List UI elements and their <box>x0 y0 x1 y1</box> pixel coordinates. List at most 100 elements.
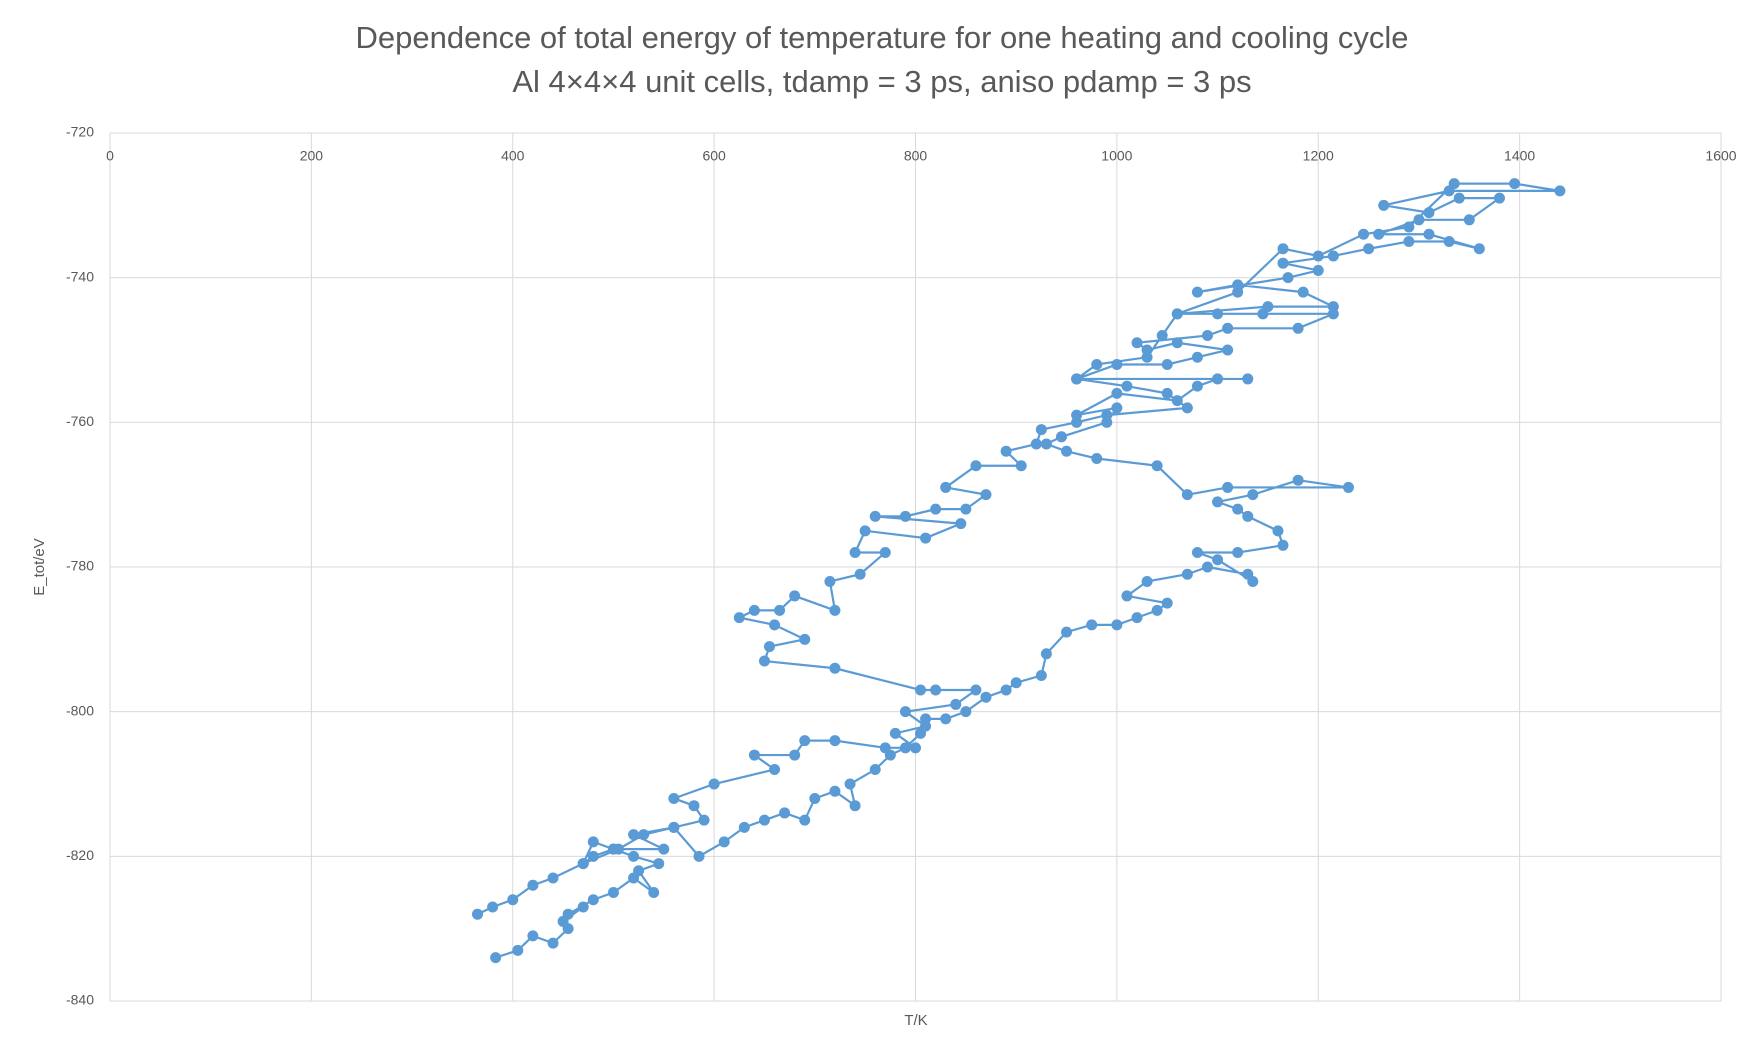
data-point <box>879 547 891 559</box>
data-point <box>1453 192 1465 204</box>
chart-subtitle: Al 4×4×4 unit cells, tdamp = 3 ps, aniso… <box>512 64 1251 99</box>
data-point <box>1121 590 1133 602</box>
data-point <box>869 510 881 522</box>
x-tick-label: 800 <box>904 148 928 164</box>
data-point <box>829 785 841 797</box>
data-point <box>1403 236 1415 247</box>
data-point <box>577 858 589 870</box>
data-point <box>688 800 700 812</box>
x-tick-label: 1000 <box>1101 148 1132 164</box>
data-point <box>1201 561 1213 573</box>
data-point <box>748 749 760 761</box>
data-point <box>607 843 619 855</box>
data-point <box>527 879 539 891</box>
data-point <box>1509 178 1521 190</box>
data-point <box>849 547 861 559</box>
data-point <box>940 481 952 493</box>
data-point <box>920 532 932 544</box>
data-point <box>970 684 982 696</box>
data-point <box>587 894 599 906</box>
data-point <box>980 691 992 703</box>
y-tick-label: -780 <box>66 558 94 574</box>
data-point <box>607 887 619 898</box>
data-point <box>718 836 730 848</box>
data-point <box>1413 214 1425 226</box>
data-point <box>960 503 972 515</box>
data-point <box>769 764 781 776</box>
data-point <box>764 641 776 653</box>
data-point <box>1000 445 1012 457</box>
data-point <box>789 749 801 761</box>
data-point <box>829 604 841 616</box>
data-point <box>1212 554 1224 566</box>
data-point <box>1242 373 1254 385</box>
data-point <box>1091 453 1103 464</box>
data-point <box>472 908 484 920</box>
y-tick-label: -800 <box>66 702 94 718</box>
data-point <box>849 800 861 812</box>
data-point <box>769 619 781 631</box>
data-point <box>1171 308 1183 320</box>
data-point <box>1111 402 1123 414</box>
data-point <box>1171 337 1183 349</box>
data-point <box>1091 358 1103 370</box>
data-point <box>799 814 811 826</box>
data-point <box>507 894 519 906</box>
data-point <box>1277 243 1289 255</box>
data-point <box>854 568 866 580</box>
data-point <box>490 952 502 964</box>
data-point <box>1010 677 1022 689</box>
data-point <box>708 778 720 790</box>
data-point <box>1191 380 1203 392</box>
data-point <box>1403 221 1415 233</box>
data-point <box>809 792 821 804</box>
data-point <box>748 604 760 616</box>
data-point <box>1071 373 1083 385</box>
data-point <box>1373 228 1385 240</box>
data-point <box>1181 568 1193 580</box>
x-tick-label: 1600 <box>1705 148 1736 164</box>
data-point <box>1191 286 1203 298</box>
data-point <box>1035 424 1047 436</box>
data-point <box>527 930 539 942</box>
data-point <box>1040 438 1052 450</box>
data-point <box>1327 250 1339 262</box>
data-point <box>1212 308 1224 320</box>
data-point <box>633 865 645 877</box>
data-point <box>587 836 599 848</box>
data-point <box>1358 228 1370 240</box>
x-tick-label: 0 <box>106 148 114 164</box>
data-point <box>869 764 881 776</box>
data-point <box>980 489 992 501</box>
data-point <box>653 858 665 870</box>
data-point <box>1277 539 1289 551</box>
data-point <box>1327 301 1339 313</box>
data-point <box>779 807 791 819</box>
data-point <box>940 713 952 725</box>
data-point <box>955 518 967 530</box>
data-point <box>829 735 841 747</box>
data-point <box>1181 402 1193 414</box>
data-point <box>774 604 786 616</box>
data-point <box>899 742 911 754</box>
y-axis-title: E_tot/eV <box>31 538 48 596</box>
chart-title: Dependence of total energy of temperatur… <box>356 20 1409 55</box>
data-point <box>1191 351 1203 363</box>
data-point <box>1292 474 1304 486</box>
data-point <box>1191 547 1203 559</box>
data-point <box>1423 228 1435 240</box>
data-point <box>799 735 811 747</box>
data-point <box>668 821 680 833</box>
x-tick-label: 1400 <box>1504 148 1535 164</box>
data-point <box>1448 178 1460 190</box>
data-point <box>824 575 836 587</box>
data-point <box>1035 670 1047 681</box>
data-point <box>1156 330 1168 342</box>
data-point <box>547 937 559 949</box>
data-point <box>844 778 856 790</box>
data-point <box>1247 575 1259 587</box>
data-point <box>1222 344 1234 356</box>
data-point <box>1055 431 1067 443</box>
data-point <box>1101 409 1113 421</box>
y-tick-label: -740 <box>66 268 94 284</box>
